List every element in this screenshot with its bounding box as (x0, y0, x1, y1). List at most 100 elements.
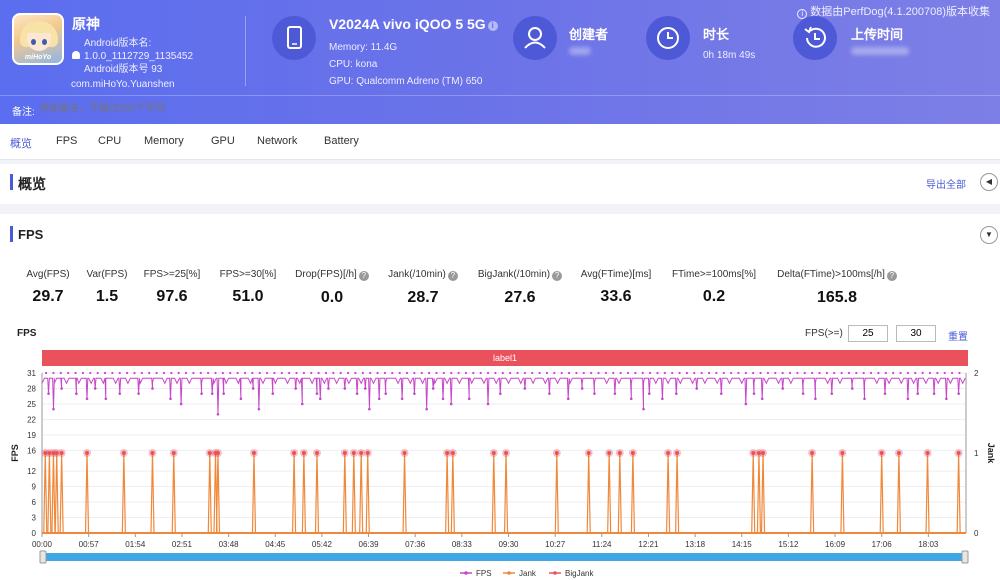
fps-dip-point (200, 392, 203, 395)
jank-spike (554, 452, 559, 534)
fps-peak-point (958, 371, 961, 375)
history-icon (793, 16, 837, 60)
fps-peak-point (840, 371, 843, 375)
fps-dip-point (781, 387, 784, 390)
fps-peak-point (788, 371, 792, 375)
fps-peak-point (847, 371, 851, 375)
bigjank-point (491, 451, 496, 455)
fps-peak-point (494, 371, 497, 375)
tab-overview[interactable]: 概览 (10, 138, 32, 150)
x-tick-label: 06:39 (359, 540, 380, 549)
x-tick-label: 18:03 (918, 540, 939, 549)
fps-dip-point (916, 392, 920, 395)
bigjank-point (504, 451, 509, 455)
fps-peak-point (744, 371, 747, 375)
jank-spike (925, 452, 930, 534)
fps-peak-point (811, 371, 814, 375)
fps-threshold-2-input[interactable] (896, 325, 936, 342)
fps-peak-point (523, 371, 526, 375)
fps-dip-point (210, 392, 214, 395)
app-header: i 数据由PerfDog(4.1.200708)版本收集 miHoYo 原神 An… (0, 0, 1000, 124)
fps-peak-point (59, 371, 62, 375)
fps-peak-point (730, 371, 733, 375)
chevron-down-icon[interactable]: ▼ (980, 226, 998, 244)
bigjank-point (43, 451, 48, 455)
note-input[interactable] (39, 103, 339, 114)
fps-dip-point (523, 387, 527, 390)
creator-label: 创建者 (569, 27, 609, 42)
fps-dip-point (60, 387, 63, 390)
jank-spike (840, 452, 845, 534)
fps-peak-point (383, 371, 387, 375)
help-icon[interactable]: ? (886, 271, 897, 281)
jank-spike (314, 452, 320, 534)
tab-memory[interactable]: Memory (144, 135, 184, 147)
bigjank-point (756, 451, 761, 455)
fps-peak-point (612, 371, 615, 375)
help-icon[interactable]: ? (358, 271, 369, 281)
jank-spike (450, 452, 455, 534)
fps-dip-point (486, 402, 490, 406)
fps-peak-point (170, 371, 173, 375)
label-bar[interactable]: label1 (42, 350, 968, 366)
fps-dip-point (52, 407, 55, 411)
device-gpu: GPU: Qualcomm Adreno (TM) 650 (329, 76, 483, 87)
duration-value: 0h 18m 49s (703, 50, 756, 61)
tab-fps[interactable]: FPS (56, 135, 78, 147)
fps-peak-point (324, 371, 328, 375)
note-bar: 备注: (0, 95, 1000, 124)
bigjank-point (666, 451, 671, 455)
fps-peak-point (81, 371, 85, 375)
y2-tick-label: 2 (974, 369, 979, 378)
fps-dip-point (593, 392, 596, 395)
jank-spike (251, 452, 257, 534)
fps-dip-point (883, 392, 887, 395)
jank-spike (54, 452, 59, 534)
jank-spike (171, 452, 176, 534)
fps-dip-point (441, 397, 445, 401)
fps-line (41, 377, 966, 415)
device-info-icon[interactable]: i (487, 21, 498, 31)
duration-label: 时长 (703, 27, 730, 42)
fps-dip-point (118, 392, 122, 395)
fps-peak-point (759, 371, 762, 375)
fps-peak-point (265, 371, 269, 375)
fps-peak-point (280, 371, 283, 375)
fps-peak-point (332, 371, 335, 375)
x-tick-label: 14:15 (732, 540, 753, 549)
fps-peak-point (531, 371, 534, 375)
fps-dip-point (363, 387, 367, 390)
reset-button[interactable]: 重置 (948, 332, 968, 343)
jank-spike (586, 452, 591, 534)
fps-peak-point (567, 371, 571, 375)
tab-network[interactable]: Network (257, 135, 298, 147)
tab-bar: 概览 FPS CPU Memory GPU Network Battery (0, 124, 1000, 160)
fps-threshold-1-input[interactable] (848, 325, 888, 342)
bigjank-point (810, 451, 815, 455)
export-all-button[interactable]: 导出全部 (926, 180, 966, 191)
zoom-handle-right (961, 550, 969, 564)
help-icon[interactable]: ? (552, 271, 563, 281)
bigjank-point (586, 451, 591, 455)
fps-peak-point (354, 371, 357, 375)
bigjank-point (761, 451, 766, 455)
fps-peak-point (737, 371, 740, 375)
fps-peak-point (310, 371, 313, 375)
tab-gpu[interactable]: GPU (211, 135, 235, 147)
fps-peak-point (428, 371, 431, 375)
tab-battery[interactable]: Battery (324, 135, 359, 147)
bigjank-point (617, 451, 622, 455)
bigjank-point (675, 451, 680, 455)
metric-fps-ge-30: FPS>=30[%] 51.0 (219, 269, 277, 305)
fps-dip-point (271, 392, 275, 395)
fps-dip-point (647, 392, 651, 395)
chevron-left-icon[interactable]: ◀ (980, 173, 998, 191)
help-icon[interactable]: ? (447, 271, 458, 281)
fps-dip-point (251, 387, 255, 390)
tab-cpu[interactable]: CPU (98, 135, 122, 147)
fps-peak-point (442, 371, 445, 375)
fps-peak-point (44, 371, 48, 375)
fps-peak-point (869, 371, 873, 375)
bigjank-point (402, 451, 407, 455)
